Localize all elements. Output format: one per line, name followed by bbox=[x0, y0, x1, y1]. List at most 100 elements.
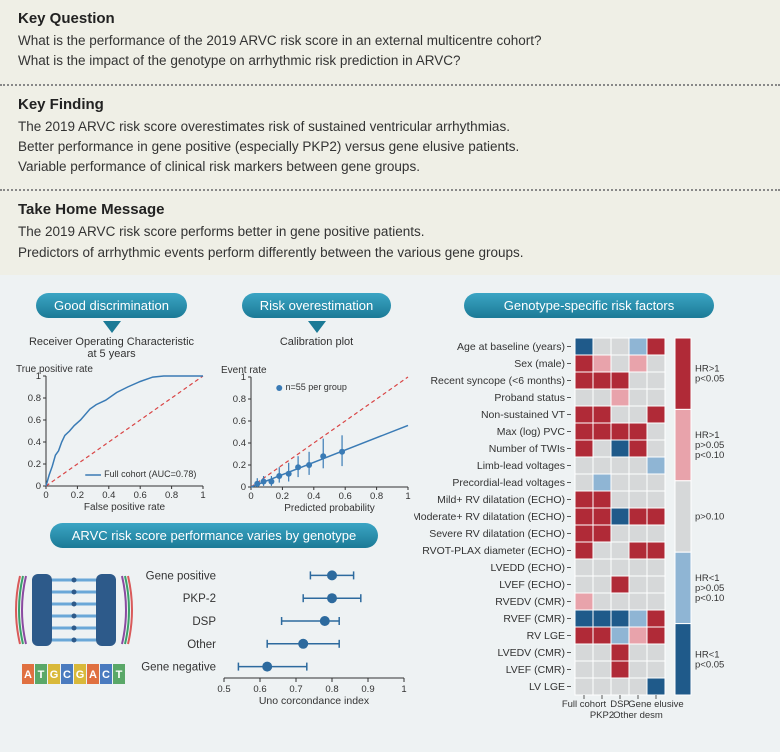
svg-text:LVEF (CMR): LVEF (CMR) bbox=[506, 664, 565, 676]
svg-text:0.4: 0.4 bbox=[28, 437, 41, 448]
kq-line-1: What is the impact of the genotype on ar… bbox=[18, 51, 762, 71]
svg-text:RVEF (CMR): RVEF (CMR) bbox=[503, 613, 565, 625]
key-question-title: Key Question bbox=[18, 10, 762, 27]
calib-subtitle: Calibration plot bbox=[280, 336, 353, 348]
svg-text:A: A bbox=[89, 669, 97, 681]
svg-text:0.7: 0.7 bbox=[289, 684, 302, 695]
kf-line-0: The 2019 ARVC risk score overestimates r… bbox=[18, 117, 762, 137]
svg-text:p<0.10: p<0.10 bbox=[695, 593, 724, 604]
svg-text:Uno corcondance index: Uno corcondance index bbox=[259, 695, 370, 706]
svg-text:RV LGE: RV LGE bbox=[527, 630, 565, 642]
svg-text:0.6: 0.6 bbox=[253, 684, 266, 695]
svg-text:0.8: 0.8 bbox=[165, 490, 178, 501]
roc-subtitle: Receiver Operating Characteristic at 5 y… bbox=[29, 336, 194, 360]
svg-text:RVOT-PLAX diameter (ECHO): RVOT-PLAX diameter (ECHO) bbox=[422, 545, 565, 557]
svg-text:p<0.05: p<0.05 bbox=[695, 373, 724, 384]
svg-text:0: 0 bbox=[36, 481, 41, 492]
svg-text:0.8: 0.8 bbox=[325, 684, 338, 695]
svg-text:0: 0 bbox=[248, 491, 253, 502]
svg-text:False positive rate: False positive rate bbox=[84, 502, 166, 512]
svg-text:p>0.10: p>0.10 bbox=[695, 511, 724, 522]
svg-text:PKP2: PKP2 bbox=[590, 710, 614, 721]
svg-text:0.4: 0.4 bbox=[233, 438, 246, 449]
svg-text:0: 0 bbox=[241, 482, 246, 493]
svg-text:Predicted probability: Predicted probability bbox=[284, 503, 375, 513]
svg-text:PKP-2: PKP-2 bbox=[183, 593, 216, 605]
svg-text:0.4: 0.4 bbox=[102, 490, 115, 501]
arrow-down-icon-2 bbox=[308, 321, 326, 333]
figure-area: Good discrimination Receiver Operating C… bbox=[0, 275, 780, 752]
svg-text:1: 1 bbox=[401, 684, 406, 695]
svg-text:1: 1 bbox=[200, 490, 205, 501]
svg-text:0.6: 0.6 bbox=[28, 415, 41, 426]
svg-text:LV LGE: LV LGE bbox=[529, 681, 565, 693]
svg-text:p<0.10: p<0.10 bbox=[695, 450, 724, 461]
kq-line-0: What is the performance of the 2019 ARVC… bbox=[18, 31, 762, 51]
svg-text:0.6: 0.6 bbox=[339, 491, 352, 502]
key-finding-title: Key Finding bbox=[18, 96, 762, 113]
svg-text:0.6: 0.6 bbox=[233, 416, 246, 427]
svg-text:0.2: 0.2 bbox=[276, 491, 289, 502]
svg-text:Gene negative: Gene negative bbox=[141, 661, 216, 673]
svg-text:True positive rate: True positive rate bbox=[16, 364, 93, 375]
svg-text:0.2: 0.2 bbox=[233, 460, 246, 471]
svg-text:A: A bbox=[24, 669, 32, 681]
svg-text:0.2: 0.2 bbox=[71, 490, 84, 501]
svg-text:Number of TWIs: Number of TWIs bbox=[489, 443, 565, 455]
key-finding-section: Key Finding The 2019 ARVC risk score ove… bbox=[0, 86, 780, 192]
svg-text:T: T bbox=[38, 669, 45, 681]
svg-text:Age at baseline (years): Age at baseline (years) bbox=[457, 341, 565, 353]
take-home-title: Take Home Message bbox=[18, 201, 762, 218]
svg-text:G: G bbox=[50, 669, 59, 681]
svg-text:Recent syncope (<6 months): Recent syncope (<6 months) bbox=[430, 375, 565, 387]
svg-text:0: 0 bbox=[43, 490, 48, 501]
take-home-section: Take Home Message The 2019 ARVC risk sco… bbox=[0, 191, 780, 275]
key-question-text: What is the performance of the 2019 ARVC… bbox=[18, 31, 762, 72]
svg-text:Moderate+ RV dilatation (ECHO): Moderate+ RV dilatation (ECHO) bbox=[414, 511, 565, 523]
svg-text:Proband status: Proband status bbox=[494, 392, 565, 404]
svg-text:0.8: 0.8 bbox=[28, 393, 41, 404]
svg-text:RVEDV (CMR): RVEDV (CMR) bbox=[495, 596, 565, 608]
svg-text:DSP: DSP bbox=[610, 699, 630, 710]
svg-text:Precordial-lead voltages: Precordial-lead voltages bbox=[452, 477, 565, 489]
svg-text:C: C bbox=[63, 669, 71, 681]
discrimination-pill: Good discrimination bbox=[36, 293, 187, 318]
svg-text:Severe RV dilatation (ECHO): Severe RV dilatation (ECHO) bbox=[429, 528, 565, 540]
svg-text:LVEDD (ECHO): LVEDD (ECHO) bbox=[491, 562, 565, 574]
svg-text:1: 1 bbox=[36, 371, 41, 382]
svg-text:0.8: 0.8 bbox=[370, 491, 383, 502]
svg-text:n=55 per group: n=55 per group bbox=[286, 382, 347, 392]
genotype-pill: Genotype-specific risk factors bbox=[464, 293, 715, 318]
key-question-section: Key Question What is the performance of … bbox=[0, 0, 780, 86]
svg-text:1: 1 bbox=[405, 491, 410, 502]
svg-text:p<0.05: p<0.05 bbox=[695, 659, 724, 670]
arrow-down-icon bbox=[103, 321, 121, 333]
svg-text:Mild+ RV dilatation (ECHO): Mild+ RV dilatation (ECHO) bbox=[437, 494, 565, 506]
th-line-0: The 2019 ARVC risk score performs better… bbox=[18, 222, 762, 242]
svg-text:0.6: 0.6 bbox=[134, 490, 147, 501]
svg-text:Other: Other bbox=[187, 639, 216, 651]
svg-text:Non-sustained VT: Non-sustained VT bbox=[481, 409, 566, 421]
dna-icon: ATGCGACT bbox=[14, 556, 134, 706]
svg-text:LVEDV (CMR): LVEDV (CMR) bbox=[498, 647, 565, 659]
svg-text:1: 1 bbox=[241, 372, 246, 383]
kf-line-2: Variable performance of clinical risk ma… bbox=[18, 157, 762, 177]
svg-text:Max (log) PVC: Max (log) PVC bbox=[497, 426, 566, 438]
kf-line-1: Better performance in gene positive (esp… bbox=[18, 137, 762, 157]
svg-text:C: C bbox=[102, 669, 110, 681]
svg-text:G: G bbox=[76, 669, 85, 681]
svg-text:T: T bbox=[116, 669, 123, 681]
svg-text:Limb-lead voltages: Limb-lead voltages bbox=[477, 460, 565, 472]
calibration-chart: Event rate000.20.20.40.40.60.60.80.811n=… bbox=[219, 363, 414, 513]
roc-chart: True positive rate 00 0.2 0.2 0.4 0.4 0.6 0.6 0.… bbox=[14, 362, 209, 512]
svg-text:Other desm: Other desm bbox=[613, 710, 663, 721]
key-finding-text: The 2019 ARVC risk score overestimates r… bbox=[18, 117, 762, 178]
svg-text:0.4: 0.4 bbox=[307, 491, 320, 502]
svg-text:Full cohort: Full cohort bbox=[562, 699, 607, 710]
varies-pill: ARVC risk score performance varies by ge… bbox=[50, 523, 378, 548]
th-line-1: Predictors of arrhythmic events perform … bbox=[18, 243, 762, 263]
svg-text:Full cohort (AUC=0.78): Full cohort (AUC=0.78) bbox=[104, 469, 196, 479]
forest-plot: Gene positivePKP-2DSPOtherGene negative0… bbox=[134, 556, 414, 706]
take-home-text: The 2019 ARVC risk score performs better… bbox=[18, 222, 762, 263]
svg-text:0.2: 0.2 bbox=[28, 459, 41, 470]
